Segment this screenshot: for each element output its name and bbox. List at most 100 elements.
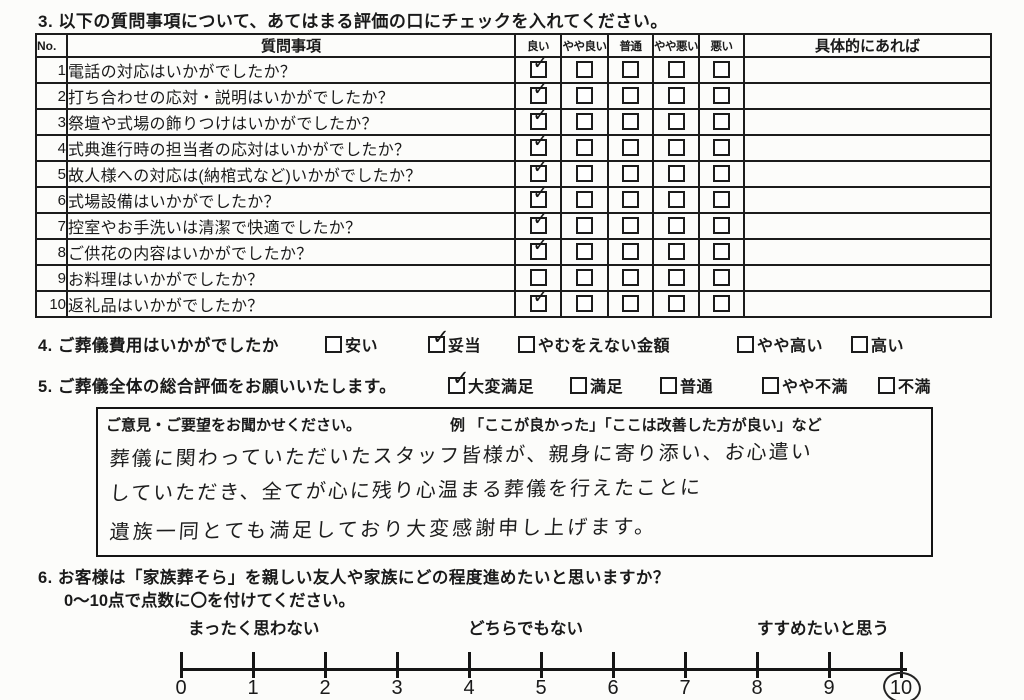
rating-checkbox-r8-c2[interactable] xyxy=(622,243,639,261)
scale-number-0[interactable]: 0 xyxy=(175,677,187,699)
rating-cell xyxy=(698,82,745,110)
rating-checkbox-r5-c4[interactable] xyxy=(713,165,730,183)
scale-number-4[interactable]: 4 xyxy=(463,677,475,699)
cost-checkbox-2[interactable] xyxy=(518,335,535,353)
overall-option-4[interactable]: 不満 xyxy=(878,373,931,397)
scale-number-1[interactable]: 1 xyxy=(247,677,259,699)
cost-checkbox-0[interactable] xyxy=(325,335,342,353)
rating-checkbox-r7-c1[interactable] xyxy=(576,217,593,235)
scale-number-10[interactable]: 10 xyxy=(889,677,913,699)
overall-checkbox-1[interactable] xyxy=(570,376,587,394)
cost-option-1[interactable]: ✓ 妥当 xyxy=(428,327,481,356)
rating-checkbox-r4-c3[interactable] xyxy=(667,139,685,157)
rating-checkbox-r7-c4[interactable] xyxy=(713,217,730,235)
overall-checkbox-3[interactable] xyxy=(762,376,779,394)
rating-checkbox-r6-c1[interactable] xyxy=(576,191,593,209)
scale-number-7[interactable]: 7 xyxy=(679,677,691,699)
overall-option-0[interactable]: ✓ 大変満足 xyxy=(448,368,534,397)
cost-option-4[interactable]: 高い xyxy=(851,332,904,356)
rating-checkbox-r10-c3[interactable] xyxy=(667,295,685,313)
rating-checkbox-r2-c3[interactable] xyxy=(667,87,685,105)
rating-checkbox-r10-c1[interactable] xyxy=(576,295,593,313)
rating-checkbox-r7-c3[interactable] xyxy=(667,217,685,235)
scale-number-6[interactable]: 6 xyxy=(607,677,619,699)
scale-number-9[interactable]: 9 xyxy=(823,677,835,699)
specific-comment-cell[interactable] xyxy=(743,212,992,240)
rating-checkbox-r1-c0[interactable]: ✓ xyxy=(529,59,548,79)
overall-option-2[interactable]: 普通 xyxy=(660,373,713,397)
rating-checkbox-r10-c0[interactable]: ✓ xyxy=(529,293,548,313)
table-row: 1 電話の対応はいかがでしたか？ ✓ xyxy=(35,56,992,84)
rating-checkbox-r2-c2[interactable] xyxy=(622,87,639,105)
rating-checkbox-r8-c4[interactable] xyxy=(713,243,730,261)
rating-checkbox-r4-c2[interactable] xyxy=(622,139,639,157)
rating-checkbox-r10-c4[interactable] xyxy=(713,295,730,313)
rating-checkbox-r5-c1[interactable] xyxy=(576,165,593,183)
check-mark-icon: ✓ xyxy=(532,83,549,101)
specific-comment-cell[interactable] xyxy=(743,108,992,136)
rating-cell xyxy=(607,108,654,136)
overall-option-3[interactable]: やや不満 xyxy=(762,373,848,397)
rating-checkbox-r9-c1[interactable] xyxy=(576,269,593,287)
cost-option-0[interactable]: 安い xyxy=(325,332,378,356)
scale-number-8[interactable]: 8 xyxy=(751,677,763,699)
specific-comment-cell[interactable] xyxy=(743,82,992,110)
specific-comment-cell[interactable] xyxy=(743,160,992,188)
rating-checkbox-r2-c4[interactable] xyxy=(713,87,730,105)
rating-checkbox-r7-c2[interactable] xyxy=(622,217,639,235)
overall-checkbox-4[interactable] xyxy=(878,376,895,394)
cost-checkbox-3[interactable] xyxy=(737,335,754,353)
scale-number-2[interactable]: 2 xyxy=(319,677,331,699)
rating-checkbox-r9-c3[interactable] xyxy=(667,269,685,287)
rating-checkbox-r9-c2[interactable] xyxy=(622,269,639,287)
rating-checkbox-r6-c4[interactable] xyxy=(713,191,730,209)
rating-checkbox-r3-c0[interactable]: ✓ xyxy=(529,111,548,131)
rating-checkbox-r4-c1[interactable] xyxy=(576,139,593,157)
comment-box[interactable]: ご意見・ご要望をお聞かせください。 例 「ここが良かった」「ここは改善した方が良… xyxy=(96,407,933,557)
rating-checkbox-r1-c2[interactable] xyxy=(622,61,639,79)
cost-checkbox-1[interactable]: ✓ xyxy=(428,327,450,353)
rating-checkbox-r1-c3[interactable] xyxy=(667,61,685,79)
overall-checkbox-0[interactable]: ✓ xyxy=(448,368,470,394)
specific-comment-cell[interactable] xyxy=(743,134,992,162)
rating-checkbox-r6-c3[interactable] xyxy=(667,191,685,209)
scale-number-5[interactable]: 5 xyxy=(535,677,547,699)
cost-checkbox-4[interactable] xyxy=(851,335,868,353)
rating-checkbox-r8-c1[interactable] xyxy=(576,243,593,261)
overall-checkbox-2[interactable] xyxy=(660,376,677,394)
rating-cell xyxy=(652,212,700,240)
rating-checkbox-r3-c4[interactable] xyxy=(713,113,730,131)
rating-checkbox-r8-c3[interactable] xyxy=(667,243,685,261)
rating-cell xyxy=(607,212,654,240)
rating-checkbox-r7-c0[interactable]: ✓ xyxy=(529,215,548,235)
specific-comment-cell[interactable] xyxy=(743,238,992,266)
rating-checkbox-r3-c2[interactable] xyxy=(622,113,639,131)
specific-comment-cell[interactable] xyxy=(743,56,992,84)
rating-checkbox-r10-c2[interactable] xyxy=(622,295,639,313)
rating-checkbox-r5-c0[interactable]: ✓ xyxy=(529,163,548,183)
specific-comment-cell[interactable] xyxy=(743,264,992,292)
rating-checkbox-r5-c2[interactable] xyxy=(622,165,639,183)
rating-checkbox-r1-c1[interactable] xyxy=(576,61,593,79)
rating-checkbox-r3-c3[interactable] xyxy=(667,113,685,131)
rating-checkbox-r5-c3[interactable] xyxy=(667,165,685,183)
rating-checkbox-r2-c0[interactable]: ✓ xyxy=(529,85,548,105)
rating-checkbox-r4-c0[interactable]: ✓ xyxy=(529,137,548,157)
rating-checkbox-r8-c0[interactable]: ✓ xyxy=(529,241,548,261)
cost-option-2[interactable]: やむをえない金額 xyxy=(518,332,670,356)
rating-checkbox-r1-c4[interactable] xyxy=(713,61,730,79)
rating-checkbox-r6-c0[interactable]: ✓ xyxy=(529,189,548,209)
scale-number-3[interactable]: 3 xyxy=(391,677,403,699)
rating-checkbox-r6-c2[interactable] xyxy=(622,191,639,209)
overall-option-1[interactable]: 満足 xyxy=(570,373,623,397)
specific-comment-cell[interactable] xyxy=(743,290,992,318)
rating-checkbox-r9-c0[interactable] xyxy=(529,269,547,287)
rating-cell: ✓ xyxy=(514,82,562,110)
specific-comment-cell[interactable] xyxy=(743,186,992,214)
cost-option-3[interactable]: やや高い xyxy=(737,332,823,356)
rating-checkbox-r4-c4[interactable] xyxy=(713,139,730,157)
rating-checkbox-r3-c1[interactable] xyxy=(576,113,593,131)
rating-checkbox-r9-c4[interactable] xyxy=(713,269,730,287)
option-label: 満足 xyxy=(590,379,624,396)
rating-checkbox-r2-c1[interactable] xyxy=(576,87,593,105)
